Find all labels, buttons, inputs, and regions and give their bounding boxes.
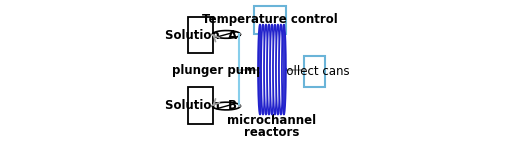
- Bar: [188, 87, 213, 124]
- Polygon shape: [273, 25, 277, 114]
- Text: plunger pumps: plunger pumps: [172, 64, 272, 77]
- Polygon shape: [270, 25, 274, 114]
- Text: reactors: reactors: [244, 126, 300, 139]
- Bar: [188, 17, 213, 53]
- Polygon shape: [258, 25, 262, 114]
- Polygon shape: [282, 25, 286, 114]
- Bar: [304, 56, 325, 87]
- Bar: [254, 6, 286, 34]
- Text: Solution  B: Solution B: [165, 99, 236, 112]
- Text: Solution  A: Solution A: [165, 29, 236, 42]
- Polygon shape: [276, 25, 280, 114]
- Text: microchannel: microchannel: [227, 114, 317, 127]
- Text: collect cans: collect cans: [280, 65, 349, 78]
- Polygon shape: [264, 25, 268, 114]
- Polygon shape: [279, 25, 283, 114]
- Text: Temperature control: Temperature control: [202, 13, 338, 26]
- Polygon shape: [267, 25, 271, 114]
- Polygon shape: [261, 25, 265, 114]
- Polygon shape: [248, 69, 252, 70]
